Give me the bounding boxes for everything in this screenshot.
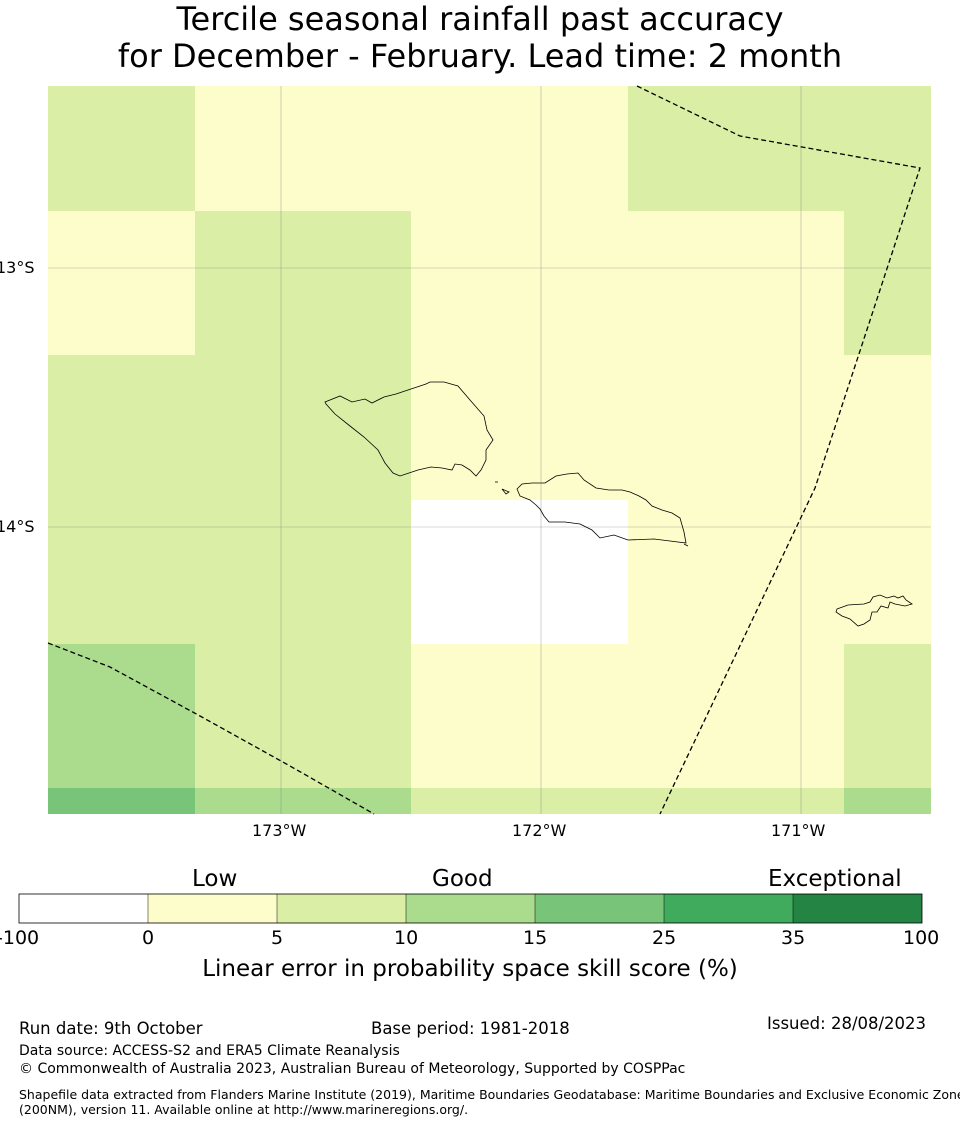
coastlines: [324, 381, 913, 627]
colorbar-tick-label: 15: [523, 927, 548, 949]
colorbar-tick-label: 0: [142, 927, 155, 949]
grid-cell: [628, 86, 931, 211]
lon-tick-label: 173°W: [252, 821, 307, 840]
eez-boundaries: [47, 85, 921, 815]
island-tutuila: [835, 594, 913, 627]
colorbar-axis-label: Linear error in probability space skill …: [202, 956, 738, 982]
island-manono: [501, 488, 510, 495]
grid-cell: [628, 500, 931, 644]
islet: [683, 543, 689, 547]
colorbar-tick-label: 35: [781, 927, 806, 949]
colorbar-segment: [793, 894, 922, 923]
colorbar-tick-label: 25: [652, 927, 677, 949]
colorbar-category-low: Low: [192, 866, 238, 892]
grid-cell: [411, 788, 844, 814]
maritime-boundary-line: [636, 85, 921, 815]
grid-cell: [48, 500, 411, 644]
grid-cell: [844, 644, 931, 788]
grid-cell: [48, 355, 411, 500]
grid-cell: [844, 211, 931, 355]
maritime-boundary-line: [47, 642, 375, 815]
grid-cell: [411, 355, 931, 500]
grid-cell: [411, 500, 628, 644]
island-upolu: [516, 472, 687, 544]
grid-cell: [48, 788, 195, 814]
colorbar-segment: [277, 894, 406, 923]
colorbar-segment: [19, 894, 148, 923]
issued-date: Issued: 28/08/2023: [767, 1014, 927, 1033]
lon-tick-label: 171°W: [771, 821, 826, 840]
colorbar-segment: [535, 894, 664, 923]
grid-cell: [195, 644, 411, 788]
chart-title-line-1: Tercile seasonal rainfall past accuracy: [176, 0, 784, 38]
grid-cell: [411, 644, 844, 788]
run-date: Run date: 9th October: [19, 1019, 203, 1038]
colorbar-segment: [148, 894, 277, 923]
colorbar-category-exceptional: Exceptional: [768, 866, 902, 892]
colorbar-tick-label: 10: [394, 927, 419, 949]
skill-grid: [48, 86, 931, 814]
grid-cell: [195, 86, 628, 211]
colorbar-tick-label: 5: [271, 927, 284, 949]
colorbar-tick-label: -100: [0, 927, 40, 949]
graticule: [48, 86, 931, 814]
colorbar-tick-label: 100: [903, 927, 940, 949]
grid-cell: [48, 644, 195, 788]
colorbar: [18, 893, 923, 924]
base-period: Base period: 1981-2018: [371, 1019, 570, 1038]
colorbar-category-good: Good: [432, 866, 493, 892]
colorbar-segment: [406, 894, 535, 923]
lon-tick-label: 172°W: [512, 821, 567, 840]
island-savaii: [324, 381, 494, 477]
data-source: Data source: ACCESS-S2 and ERA5 Climate …: [19, 1043, 400, 1059]
shapefile-credit-line-2: (200NM), version 11. Available online at…: [19, 1102, 469, 1117]
grid-cell: [411, 211, 844, 355]
grid-cell: [195, 788, 411, 814]
shapefile-credit-line-1: Shapefile data extracted from Flanders M…: [19, 1087, 960, 1102]
chart-title-line-2: for December - February. Lead time: 2 mo…: [117, 37, 843, 75]
lat-tick-label: 14°S: [0, 517, 35, 536]
colorbar-outline: [18, 893, 923, 924]
lat-tick-label: 13°S: [0, 258, 35, 277]
grid-cell: [844, 788, 931, 814]
grid-cell: [195, 211, 411, 355]
colorbar-segment: [664, 894, 793, 923]
grid-cell: [48, 211, 195, 355]
grid-cell: [48, 86, 195, 211]
copyright-notice: © Commonwealth of Australia 2023, Austra…: [19, 1061, 686, 1077]
